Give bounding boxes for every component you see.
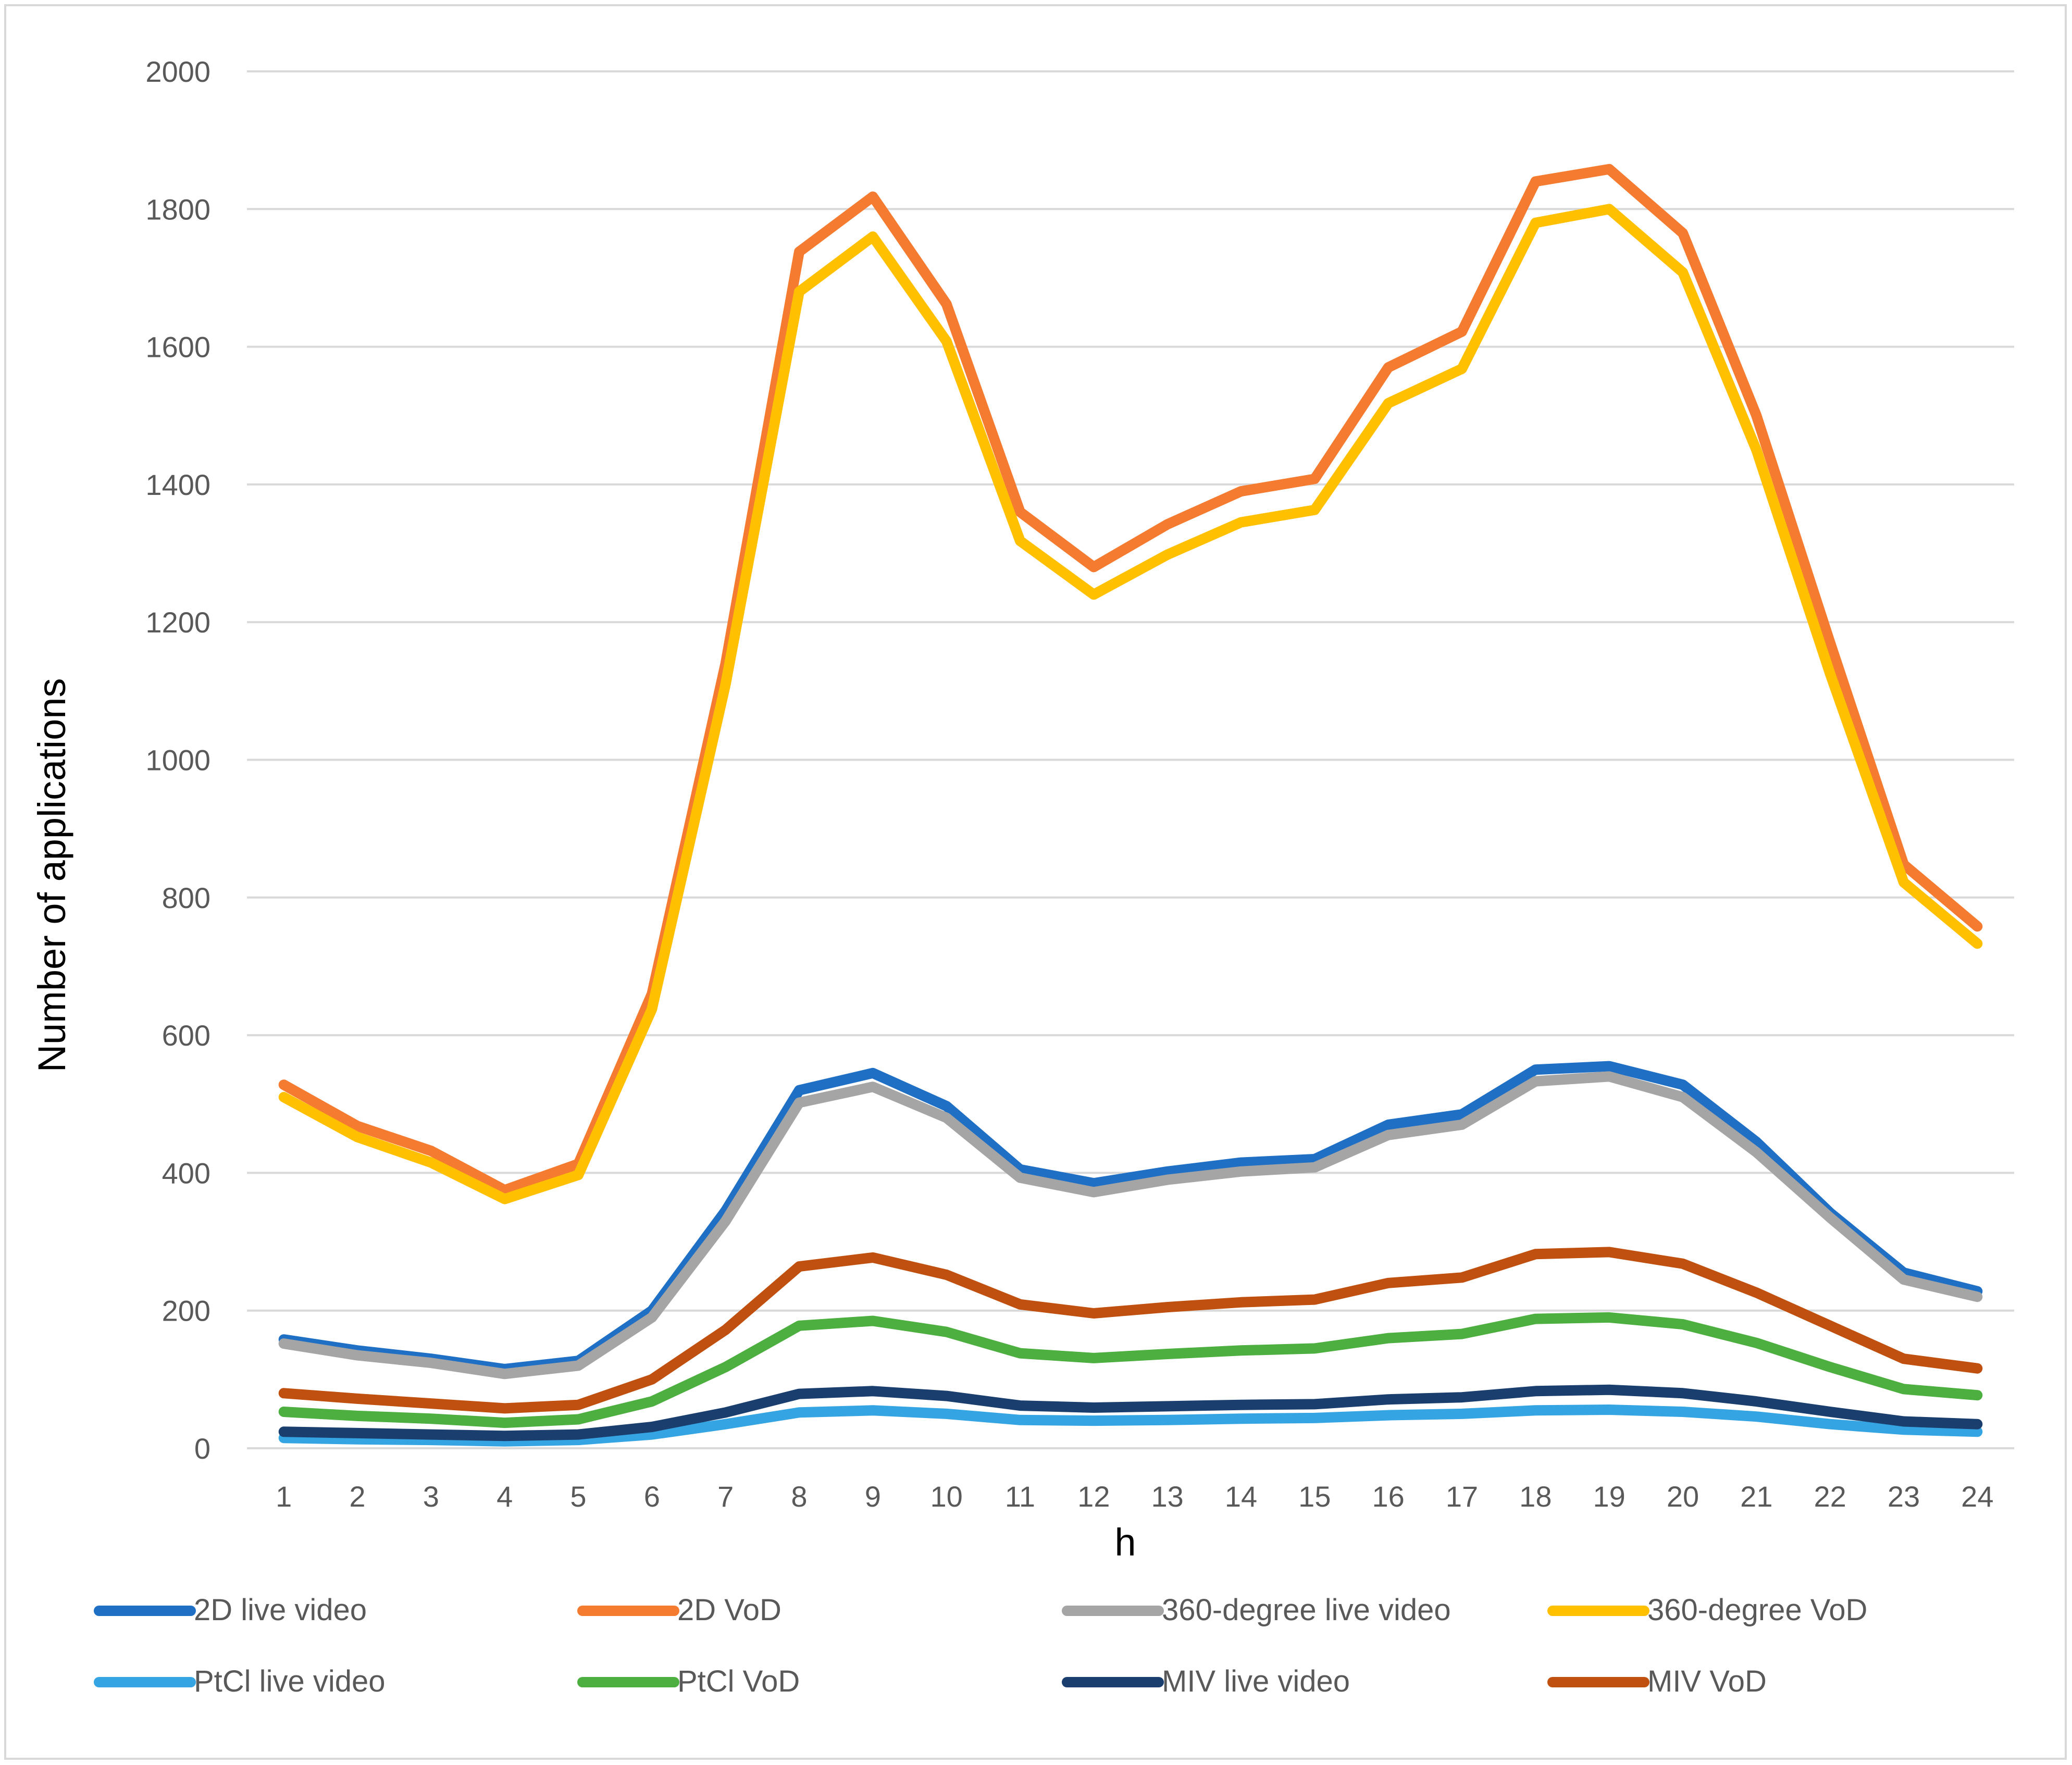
x-axis-tick-labels: 1 2 3 4 5 6 7 8 9 10 11 12 13 14 15 16 17 18 19 20 21 22 23 24 bbox=[276, 1480, 1993, 1513]
legend-item[interactable]: MIV VoD bbox=[1547, 1664, 1767, 1698]
x-tick-label: 14 bbox=[1225, 1480, 1257, 1513]
x-tick-label: 11 bbox=[1005, 1480, 1035, 1513]
legend-item[interactable]: 2D live video bbox=[94, 1593, 367, 1627]
series-line-2d-vod bbox=[278, 164, 1983, 1196]
legend-item[interactable]: 2D VoD bbox=[577, 1593, 781, 1627]
x-tick-label: 19 bbox=[1593, 1480, 1626, 1513]
x-tick-label: 8 bbox=[791, 1480, 807, 1513]
legend-label: 2D live video bbox=[194, 1593, 367, 1627]
legend-label: PtCl VoD bbox=[677, 1664, 800, 1698]
chart-border bbox=[4, 4, 2067, 1760]
y-tick-label: 800 bbox=[162, 881, 210, 914]
y-tick-label: 1400 bbox=[145, 468, 210, 501]
x-tick-label: 15 bbox=[1298, 1480, 1331, 1513]
series-line-360-degree-vod bbox=[278, 204, 1983, 1204]
y-tick-label: 1200 bbox=[145, 606, 210, 639]
legend[interactable]: 2D live video 2D VoD 360-degree live video… bbox=[94, 1593, 1867, 1698]
y-tick-label: 2000 bbox=[145, 55, 210, 88]
x-tick-label: 2 bbox=[349, 1480, 365, 1513]
series-line-ptcl-vod bbox=[278, 1312, 1983, 1428]
x-tick-label: 21 bbox=[1740, 1480, 1772, 1513]
x-tick-label: 3 bbox=[423, 1480, 439, 1513]
x-tick-label: 20 bbox=[1667, 1480, 1699, 1513]
legend-item[interactable]: MIV live video bbox=[1062, 1664, 1350, 1698]
y-tick-label: 1600 bbox=[145, 331, 210, 364]
y-axis-label: Number of applications bbox=[30, 678, 73, 1073]
y-tick-label: 200 bbox=[162, 1295, 210, 1327]
series-line-360-degree-live-video bbox=[278, 1071, 1983, 1379]
legend-label: 360-degree live video bbox=[1162, 1593, 1451, 1627]
legend-label: 360-degree VoD bbox=[1647, 1593, 1867, 1627]
x-tick-label: 24 bbox=[1961, 1480, 1993, 1513]
x-tick-label: 22 bbox=[1814, 1480, 1846, 1513]
x-tick-label: 7 bbox=[717, 1480, 734, 1513]
series-line-ptcl-live-video bbox=[278, 1404, 1983, 1447]
legend-label: MIV VoD bbox=[1647, 1664, 1767, 1698]
y-tick-label: 600 bbox=[162, 1019, 210, 1052]
x-tick-label: 18 bbox=[1519, 1480, 1552, 1513]
x-tick-label: 5 bbox=[570, 1480, 586, 1513]
x-tick-label: 13 bbox=[1151, 1480, 1184, 1513]
x-tick-label: 12 bbox=[1077, 1480, 1110, 1513]
y-tick-label: 0 bbox=[194, 1432, 210, 1465]
x-tick-label: 16 bbox=[1372, 1480, 1405, 1513]
x-tick-label: 6 bbox=[644, 1480, 660, 1513]
legend-label: MIV live video bbox=[1162, 1664, 1350, 1698]
x-tick-label: 4 bbox=[497, 1480, 513, 1513]
x-tick-label: 1 bbox=[276, 1480, 292, 1513]
y-tick-label: 1000 bbox=[145, 744, 210, 777]
series-lines bbox=[278, 164, 1983, 1447]
x-tick-label: 10 bbox=[930, 1480, 963, 1513]
legend-item[interactable]: 360-degree VoD bbox=[1547, 1593, 1867, 1627]
x-tick-label: 9 bbox=[865, 1480, 881, 1513]
y-tick-label: 400 bbox=[162, 1157, 210, 1189]
legend-item[interactable]: 360-degree live video bbox=[1062, 1593, 1451, 1627]
series-line-miv-live-video bbox=[278, 1384, 1983, 1441]
x-axis-label: h bbox=[1114, 1521, 1136, 1564]
legend-item[interactable]: PtCl live video bbox=[94, 1664, 385, 1698]
legend-label: 2D VoD bbox=[677, 1593, 781, 1627]
series-line-miv-vod bbox=[278, 1247, 1983, 1414]
legend-label: PtCl live video bbox=[194, 1664, 385, 1698]
gridlines bbox=[247, 70, 2014, 1449]
y-axis-tick-labels: 0 200 400 600 800 1000 1200 1400 1600 1800 2000 bbox=[145, 55, 210, 1465]
y-tick-label: 1800 bbox=[145, 193, 210, 226]
legend-item[interactable]: PtCl VoD bbox=[577, 1664, 800, 1698]
x-tick-label: 23 bbox=[1888, 1480, 1920, 1513]
x-tick-label: 17 bbox=[1446, 1480, 1478, 1513]
